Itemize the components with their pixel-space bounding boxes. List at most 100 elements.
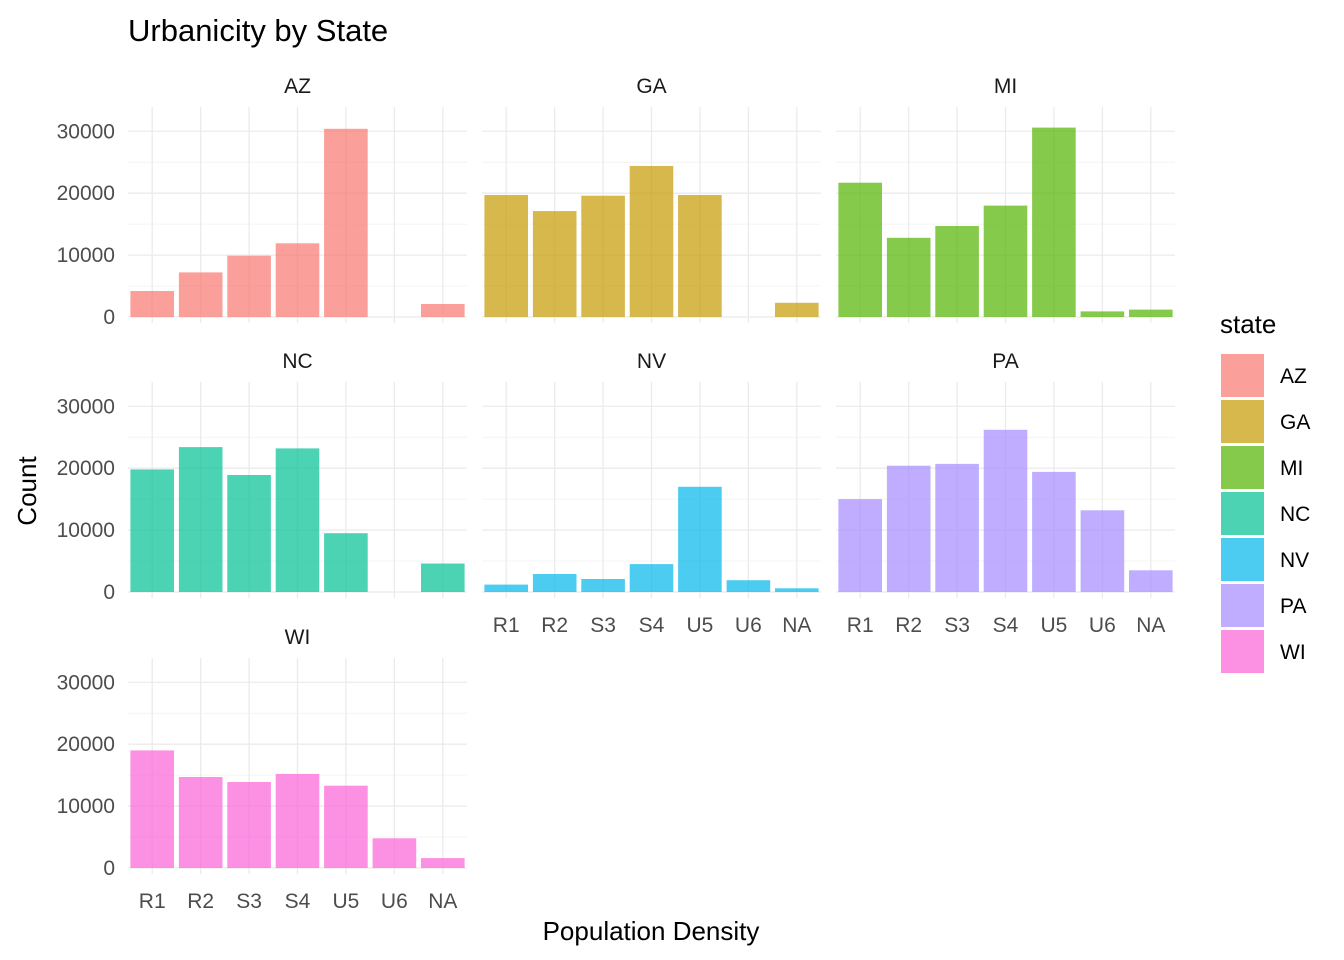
y-tick-label: 10000 <box>57 244 115 267</box>
x-tick-label: S3 <box>590 614 616 637</box>
x-tick-label: U5 <box>686 614 713 637</box>
x-tick-label: U5 <box>1040 614 1067 637</box>
legend-item-wi: WI <box>1221 630 1306 673</box>
y-tick-label: 20000 <box>57 733 115 756</box>
x-tick-label: NA <box>428 890 457 913</box>
bar-pa-na <box>1129 570 1173 592</box>
y-tick-label: 10000 <box>57 519 115 542</box>
x-tick-label: R1 <box>493 614 520 637</box>
bar-nv-na <box>775 588 819 592</box>
bar-nv-u5 <box>678 486 722 592</box>
legend-label: GA <box>1280 411 1310 434</box>
bar-pa-s4 <box>983 429 1028 592</box>
bar-az-r2 <box>178 272 223 317</box>
legend-swatch <box>1221 400 1264 443</box>
legend-swatch <box>1221 584 1264 627</box>
legend-swatch <box>1221 492 1264 535</box>
legend-swatch <box>1221 630 1264 673</box>
y-axis-title: Count <box>12 456 42 526</box>
bar-ga-na <box>775 302 819 317</box>
x-tick-label: R1 <box>847 614 874 637</box>
y-tick-label: 30000 <box>57 671 115 694</box>
facet-panel-nc: NC 0 10000 20000 30000 <box>57 350 467 604</box>
y-tick-label: 30000 <box>57 120 115 143</box>
bar-ga-u5 <box>678 195 722 317</box>
facet-strip-label: MI <box>994 75 1017 98</box>
bar-az-r1 <box>130 291 174 317</box>
bar-mi-u5 <box>1032 127 1076 317</box>
bar-ga-r2 <box>532 211 577 317</box>
legend-swatch <box>1221 354 1264 397</box>
legend-swatch <box>1221 446 1264 489</box>
y-tick-label: 0 <box>103 581 115 604</box>
facet-strip-label: PA <box>992 350 1018 373</box>
x-tick-label: R2 <box>187 890 214 913</box>
bar-mi-na <box>1129 309 1173 317</box>
x-tick-label: S3 <box>236 890 262 913</box>
bar-wi-u5 <box>324 785 368 868</box>
x-tick-label: U6 <box>381 890 408 913</box>
facet-strip-label: AZ <box>284 75 311 98</box>
bar-pa-u6 <box>1080 510 1125 592</box>
bar-az-na <box>421 304 465 317</box>
legend-item-ga: GA <box>1221 400 1310 443</box>
bar-wi-na <box>421 858 465 868</box>
legend-item-nc: NC <box>1221 492 1310 535</box>
bar-az-u5 <box>324 128 368 317</box>
bar-nc-u5 <box>324 533 368 592</box>
bar-nc-r2 <box>178 447 223 592</box>
bar-az-s4 <box>275 243 320 317</box>
legend-item-pa: PA <box>1221 584 1306 627</box>
legend-item-nv: NV <box>1221 538 1309 581</box>
legend-title: state <box>1220 309 1276 339</box>
bar-wi-s4 <box>275 773 320 868</box>
legend-label: PA <box>1280 595 1306 618</box>
facet-panel-nv: NV R1 R2 S3 S4 U5 U6 NA <box>482 350 821 637</box>
bar-mi-s3 <box>935 226 979 317</box>
bar-ga-r1 <box>484 195 528 317</box>
legend: state AZ GA MI NC NV PA WI <box>1220 309 1310 673</box>
y-tick-label: 30000 <box>57 395 115 418</box>
bar-mi-r2 <box>886 237 931 317</box>
bar-nv-r1 <box>484 584 528 592</box>
bar-wi-r1 <box>130 750 174 868</box>
bar-wi-s3 <box>227 782 271 868</box>
bar-wi-r2 <box>178 777 223 868</box>
y-tick-label: 0 <box>103 857 115 880</box>
x-tick-label: U6 <box>1089 614 1116 637</box>
bar-pa-r1 <box>838 499 882 592</box>
facet-panel-az: AZ 0 10000 20000 30000 <box>57 75 467 329</box>
facet-strip-label: NC <box>282 350 312 373</box>
bar-mi-u6 <box>1080 311 1125 317</box>
y-tick-label: 0 <box>103 306 115 329</box>
facet-panel-wi: WI 0 10000 20000 30000 R1 R2 S3 S4 U5 U6 NA <box>57 626 467 913</box>
x-tick-label: S4 <box>285 890 311 913</box>
y-tick-label: 10000 <box>57 795 115 818</box>
chart-title: Urbanicity by State <box>128 13 388 48</box>
facet-strip-label: GA <box>636 75 666 98</box>
bar-nc-s3 <box>227 475 271 592</box>
x-tick-label: R1 <box>139 890 166 913</box>
bar-mi-s4 <box>983 205 1028 317</box>
x-tick-label: NA <box>1136 614 1165 637</box>
x-tick-label: R2 <box>541 614 568 637</box>
bar-az-s3 <box>227 255 271 317</box>
bar-pa-u5 <box>1032 471 1076 592</box>
x-tick-label: U6 <box>735 614 762 637</box>
facet-strip-label: WI <box>285 626 311 649</box>
bar-mi-r1 <box>838 182 882 317</box>
x-tick-label: S4 <box>993 614 1019 637</box>
bar-nv-s4 <box>629 564 674 592</box>
bar-ga-s3 <box>581 195 625 317</box>
y-tick-label: 20000 <box>57 182 115 205</box>
legend-label: MI <box>1280 457 1303 480</box>
bar-nv-s3 <box>581 579 625 592</box>
legend-label: WI <box>1280 641 1306 664</box>
facet-panel-mi: MI <box>836 75 1175 323</box>
y-tick-label: 20000 <box>57 457 115 480</box>
legend-label: NV <box>1280 549 1309 572</box>
x-tick-label: S3 <box>944 614 970 637</box>
bar-ga-s4 <box>629 166 674 317</box>
bar-nc-r1 <box>130 469 174 592</box>
